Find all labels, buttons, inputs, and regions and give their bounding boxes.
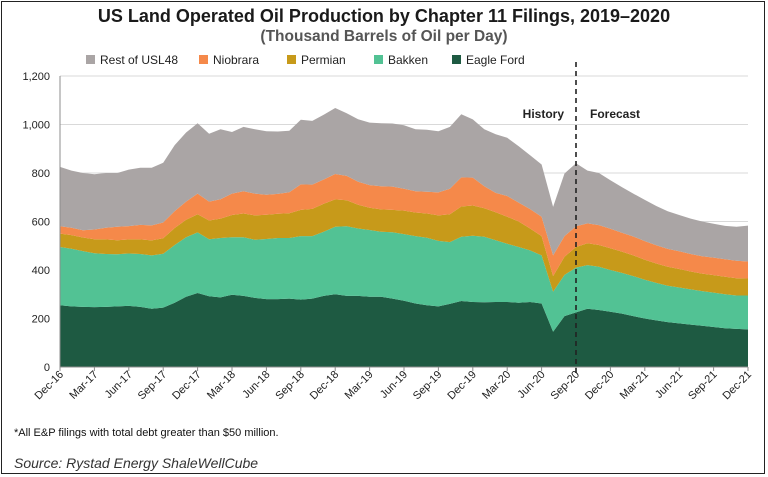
y-tick-label: 200 <box>32 314 50 326</box>
y-tick-label: 400 <box>32 265 50 277</box>
x-tick-label: Dec-21 <box>721 369 755 403</box>
legend-swatch <box>199 55 208 64</box>
x-tick-label: Jun-18 <box>240 369 272 401</box>
x-tick-label: Sep-21 <box>686 369 720 403</box>
legend-swatch <box>374 55 383 64</box>
y-tick-label: 0 <box>44 362 50 374</box>
source-note: Source: Rystad Energy ShaleWellCube <box>14 455 259 471</box>
x-tick-label: Sep-20 <box>549 369 583 403</box>
legend-label: Permian <box>301 53 346 67</box>
legend-label: Niobrara <box>213 53 259 67</box>
x-tick-label: Sep-19 <box>411 369 445 403</box>
legend-swatch <box>86 55 95 64</box>
x-tick-label: Mar-18 <box>205 369 238 402</box>
history-label: History <box>523 107 565 121</box>
area-eagle-ford <box>60 293 748 367</box>
y-tick-label: 1,200 <box>22 71 50 83</box>
x-tick-label: Mar-21 <box>618 369 651 402</box>
chart-title: US Land Operated Oil Production by Chapt… <box>97 6 671 26</box>
x-tick-label: Dec-18 <box>308 369 342 403</box>
x-tick-label: Mar-19 <box>343 369 376 402</box>
legend-swatch <box>287 55 296 64</box>
area-niobrara <box>60 174 748 279</box>
x-tick-label: Mar-20 <box>480 369 513 402</box>
x-tick-label: Jun-17 <box>103 369 135 401</box>
x-tick-label: Jun-19 <box>378 369 410 401</box>
x-tick-label: Dec-19 <box>445 369 479 403</box>
y-tick-label: 1,000 <box>22 120 50 132</box>
legend-label: Bakken <box>388 53 428 67</box>
x-tick-label: Sep-18 <box>273 369 307 403</box>
chart-subtitle: (Thousand Barrels of Oil per Day) <box>260 28 508 45</box>
footnote: *All E&P filings with total debt greater… <box>14 427 279 439</box>
x-tick-label: Jun-20 <box>515 369 547 401</box>
x-tick-label: Mar-17 <box>67 369 100 402</box>
legend-label: Rest of USL48 <box>100 53 178 67</box>
forecast-label: Forecast <box>590 107 640 121</box>
legend-swatch <box>452 55 461 64</box>
y-tick-label: 600 <box>32 217 50 229</box>
x-tick-label: Dec-20 <box>583 369 617 403</box>
area-permian <box>60 199 748 296</box>
y-tick-label: 800 <box>32 168 50 180</box>
x-tick-label: Sep-17 <box>136 369 170 403</box>
area-rest-of-usl48 <box>60 108 748 262</box>
x-tick-label: Jun-21 <box>653 369 685 401</box>
legend-label: Eagle Ford <box>466 53 525 67</box>
x-tick-label: Dec-17 <box>170 369 204 403</box>
